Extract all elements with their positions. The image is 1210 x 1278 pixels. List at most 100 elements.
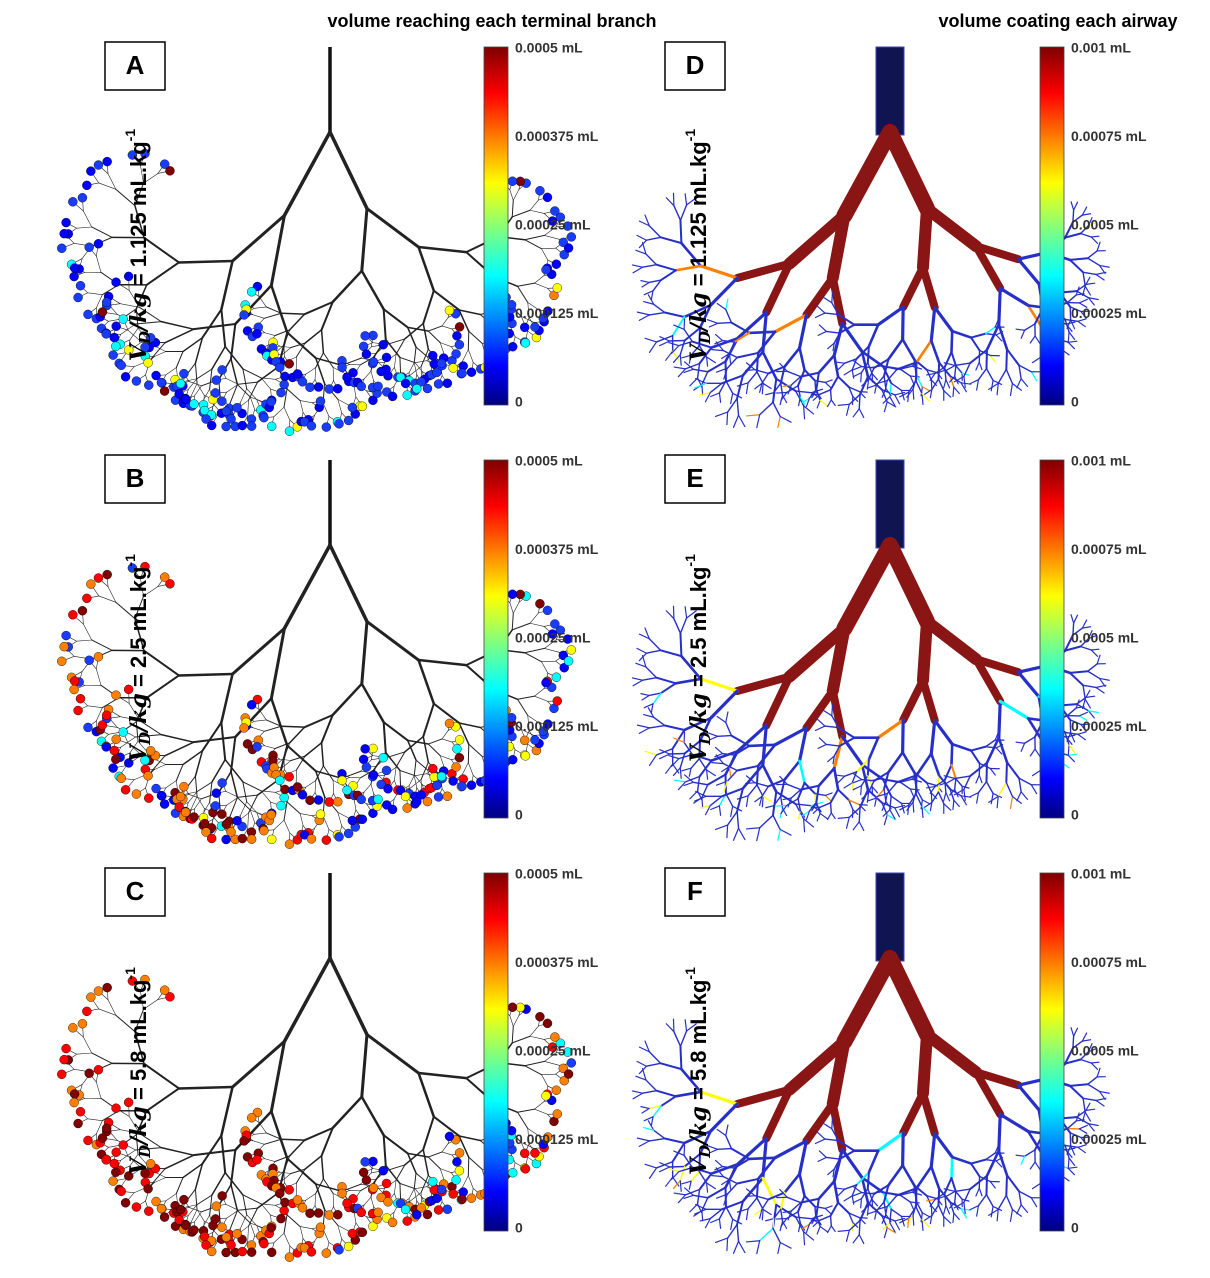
branch (960, 382, 967, 393)
terminal-ball (454, 753, 465, 763)
branch (370, 1196, 374, 1207)
branch (194, 336, 204, 364)
branch (949, 1201, 955, 1214)
terminal-ball (217, 396, 227, 406)
branch (758, 814, 774, 829)
branch (413, 362, 418, 375)
branch (777, 828, 781, 842)
branch (360, 682, 385, 724)
branch (194, 775, 198, 797)
branch (188, 381, 202, 387)
branch (943, 763, 953, 782)
panel-letter: E (686, 463, 703, 493)
branch (745, 414, 761, 417)
branch (783, 1035, 851, 1096)
branch (360, 1095, 385, 1137)
branch (943, 791, 947, 802)
branch (1067, 754, 1076, 763)
branch (135, 308, 139, 329)
terminal-ball (422, 1209, 433, 1220)
branch (247, 399, 249, 416)
branch (638, 633, 650, 640)
branch (673, 1150, 685, 1156)
branch (736, 1177, 760, 1185)
branch (1087, 1076, 1098, 1085)
branch (817, 743, 827, 749)
branch (797, 1194, 806, 1213)
terminal-ball (342, 372, 352, 382)
branch (747, 330, 777, 335)
branch (672, 350, 680, 361)
branch (645, 236, 662, 241)
colorbar-label: 0 (1071, 394, 1079, 410)
branch (529, 1025, 539, 1037)
branch (824, 381, 832, 389)
branch (890, 382, 903, 392)
branch (825, 330, 841, 334)
branch (1090, 649, 1099, 657)
branch (790, 375, 802, 386)
branch (283, 1232, 291, 1247)
branch (825, 1156, 841, 1160)
terminal-ball (144, 1206, 154, 1216)
branch (843, 369, 853, 376)
branch (1069, 1132, 1082, 1139)
terminal-ball (226, 1240, 236, 1250)
branch (439, 755, 445, 769)
terminal-ball (61, 1043, 71, 1054)
branch (288, 1139, 306, 1157)
branch (701, 384, 704, 396)
branch (921, 799, 931, 805)
branch (395, 1164, 406, 1181)
branch (829, 1201, 840, 1217)
branch (937, 791, 945, 805)
branch (861, 791, 870, 800)
branch (684, 606, 688, 619)
branch (755, 1177, 760, 1199)
branch (955, 364, 963, 374)
branch (671, 315, 686, 337)
branch (920, 1028, 983, 1079)
branch (918, 1089, 939, 1138)
branch (1029, 335, 1036, 344)
branch (96, 1120, 103, 1135)
branch (805, 397, 811, 408)
branch (915, 1201, 924, 1214)
terminal-ball (562, 221, 573, 231)
branch (638, 220, 650, 227)
branch (659, 753, 671, 760)
branch (1081, 1039, 1092, 1042)
branch (653, 1129, 666, 1140)
branch (990, 1205, 994, 1218)
branch (716, 1128, 727, 1137)
branch (509, 189, 514, 201)
branch (679, 1180, 682, 1192)
branch (320, 300, 334, 331)
branch (884, 793, 888, 805)
branch (684, 193, 688, 206)
branch (107, 173, 117, 190)
terminal-ball (454, 322, 465, 332)
branch (985, 780, 994, 795)
branch (912, 388, 915, 400)
terminal-ball (433, 379, 444, 389)
branch (1088, 1047, 1098, 1053)
branch (725, 1124, 729, 1137)
branch (977, 780, 988, 794)
branch (918, 263, 939, 312)
terminal-ball (275, 362, 285, 373)
branch (258, 709, 267, 721)
branch (954, 1188, 971, 1193)
branch (328, 543, 369, 624)
branch (683, 741, 694, 756)
panel: EVD/kg = 2.5 mL.kg-10.001 mL0.00075 mL0.… (631, 453, 1147, 842)
branch (280, 312, 306, 315)
branch (177, 672, 234, 677)
branch (799, 1222, 806, 1231)
branch (998, 286, 1030, 308)
terminal-ball (279, 1205, 289, 1216)
branch (934, 366, 946, 375)
branch (799, 396, 806, 405)
terminal-ball (118, 314, 128, 324)
branch (224, 758, 244, 783)
